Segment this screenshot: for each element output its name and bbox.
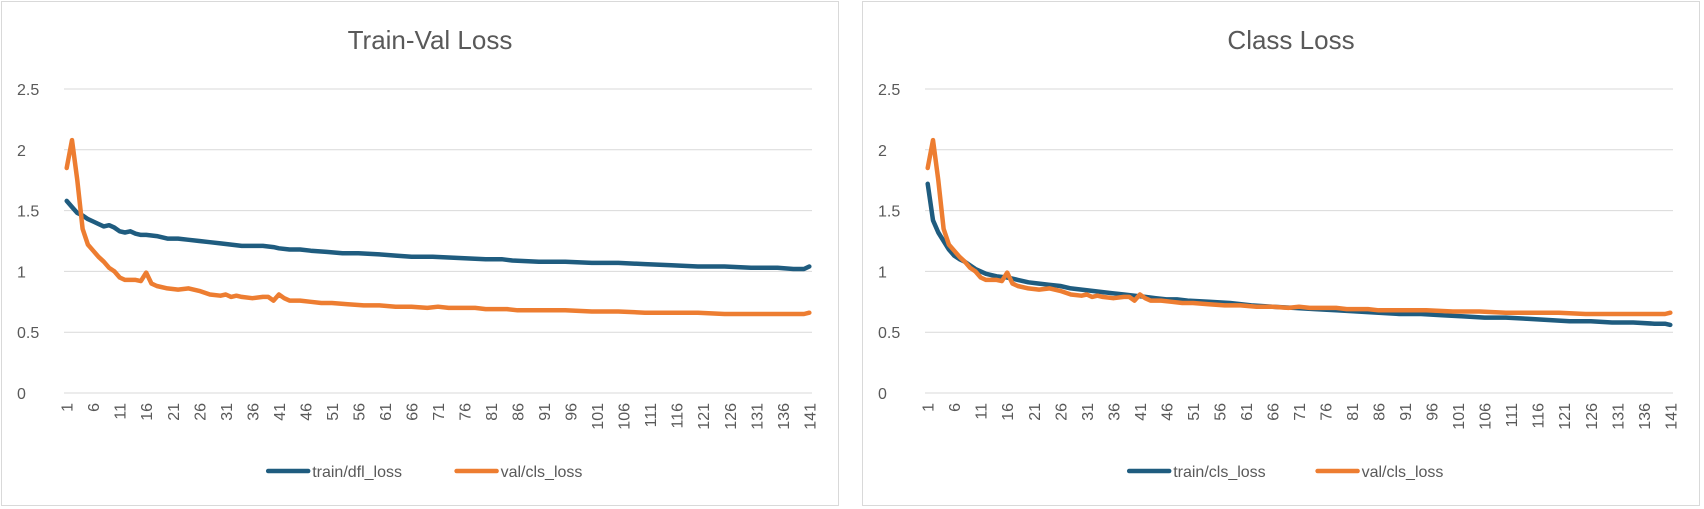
x-tick-label: 96 bbox=[1425, 403, 1442, 421]
x-tick-label: 36 bbox=[245, 403, 262, 421]
y-tick-label: 2.5 bbox=[17, 82, 39, 99]
x-tick-label: 141 bbox=[802, 403, 819, 430]
x-tick-label: 131 bbox=[749, 403, 766, 430]
x-tick-label: 81 bbox=[484, 403, 501, 421]
x-tick-label: 101 bbox=[590, 403, 607, 430]
x-tick-label: 21 bbox=[1027, 403, 1044, 421]
series-line-train-dfl-loss bbox=[64, 198, 812, 272]
x-tick-label: 26 bbox=[1053, 403, 1070, 421]
y-tick-label: 0 bbox=[17, 386, 26, 403]
x-tick-label: 61 bbox=[378, 403, 395, 421]
legend-item-val-cls-loss: val/cls_loss bbox=[454, 464, 583, 481]
y-tick-label: 1.5 bbox=[17, 204, 39, 221]
x-tick-label: 101 bbox=[1451, 403, 1468, 430]
x-tick-label: 16 bbox=[1000, 403, 1017, 421]
x-tick-label: 91 bbox=[1398, 403, 1415, 421]
x-tick-label: 61 bbox=[1239, 403, 1256, 421]
y-tick-label: 2.5 bbox=[878, 82, 900, 99]
x-tick-label: 136 bbox=[1637, 403, 1654, 430]
x-tick-label: 6 bbox=[947, 403, 964, 412]
series-line-train-cls-loss bbox=[925, 181, 1673, 328]
x-tick-label: 51 bbox=[1186, 403, 1203, 421]
x-tick-label: 91 bbox=[537, 403, 554, 421]
x-tick-label: 11 bbox=[974, 403, 991, 420]
legend-item-val-cls-loss: val/cls_loss bbox=[1315, 464, 1444, 481]
x-tick-label: 106 bbox=[617, 403, 634, 430]
x-tick-label: 1 bbox=[60, 403, 77, 412]
x-tick-label: 66 bbox=[1265, 403, 1282, 421]
legend-item-train-dfl-loss: train/dfl_loss bbox=[265, 464, 402, 481]
x-tick-label: 126 bbox=[1584, 403, 1601, 430]
x-tick-label: 136 bbox=[776, 403, 793, 430]
x-tick-label: 11 bbox=[113, 403, 130, 420]
x-tick-label: 26 bbox=[192, 403, 209, 421]
x-tick-label: 76 bbox=[1319, 403, 1336, 421]
x-tick-label: 31 bbox=[1080, 403, 1097, 421]
x-tick-label: 121 bbox=[1557, 403, 1574, 430]
y-tick-label: 0 bbox=[878, 386, 887, 403]
x-tick-label: 111 bbox=[643, 403, 660, 427]
x-tick-label: 1 bbox=[921, 403, 938, 412]
x-tick-label: 71 bbox=[431, 403, 448, 421]
x-tick-label: 116 bbox=[670, 403, 687, 429]
x-tick-label: 86 bbox=[511, 403, 528, 421]
x-tick-label: 41 bbox=[1133, 403, 1150, 421]
series-line-val-cls-loss bbox=[925, 137, 1673, 317]
x-tick-label: 141 bbox=[1663, 403, 1680, 430]
chart-panel-class-loss: Class Loss 0 0.5 1 1.5 2 2.5 1 6 11 16 21 26 31 36 41 46… bbox=[862, 1, 1700, 506]
y-tick-label: 2 bbox=[17, 143, 26, 160]
legend-label: train/cls_loss bbox=[1173, 464, 1265, 481]
x-tick-label: 41 bbox=[272, 403, 289, 421]
x-tick-label: 86 bbox=[1372, 403, 1389, 421]
x-tick-label: 81 bbox=[1345, 403, 1362, 421]
y-tick-label: 0.5 bbox=[17, 325, 39, 342]
x-tick-label: 31 bbox=[219, 403, 236, 421]
x-tick-label: 71 bbox=[1292, 403, 1309, 421]
x-tick-label: 51 bbox=[325, 403, 342, 421]
y-tick-label: 1 bbox=[17, 264, 26, 281]
x-tick-label: 121 bbox=[696, 403, 713, 430]
x-tick-label: 126 bbox=[723, 403, 740, 430]
y-tick-label: 1.5 bbox=[878, 204, 900, 221]
x-tick-label: 106 bbox=[1478, 403, 1495, 430]
y-tick-label: 2 bbox=[878, 143, 887, 160]
chart-title: Class Loss bbox=[1227, 25, 1354, 55]
x-tick-label: 21 bbox=[166, 403, 183, 421]
x-tick-label: 56 bbox=[351, 403, 368, 421]
legend-label: val/cls_loss bbox=[501, 464, 583, 481]
x-tick-label: 76 bbox=[458, 403, 475, 421]
legend-label: val/cls_loss bbox=[1362, 464, 1444, 481]
x-tick-label: 16 bbox=[139, 403, 156, 421]
chart-title: Train-Val Loss bbox=[348, 25, 513, 55]
x-tick-label: 56 bbox=[1212, 403, 1229, 421]
x-tick-label: 6 bbox=[86, 403, 103, 412]
x-tick-label: 66 bbox=[404, 403, 421, 421]
x-tick-label: 46 bbox=[1159, 403, 1176, 421]
x-tick-label: 46 bbox=[298, 403, 315, 421]
legend-item-train-cls-loss: train/cls_loss bbox=[1126, 464, 1266, 481]
x-tick-label: 96 bbox=[564, 403, 581, 421]
x-tick-label: 36 bbox=[1106, 403, 1123, 421]
y-tick-label: 1 bbox=[878, 264, 887, 281]
x-tick-label: 116 bbox=[1531, 403, 1548, 429]
series-line-val-cls-loss bbox=[64, 137, 812, 317]
y-tick-label: 0.5 bbox=[878, 325, 900, 342]
chart-panel-train-val-loss: Train-Val Loss 0 0.5 1 1.5 2 2.5 1 6 11 16 21 26 31 36… bbox=[1, 1, 839, 506]
x-tick-label: 131 bbox=[1610, 403, 1627, 430]
legend-label: train/dfl_loss bbox=[312, 464, 402, 481]
x-tick-label: 111 bbox=[1504, 403, 1521, 427]
